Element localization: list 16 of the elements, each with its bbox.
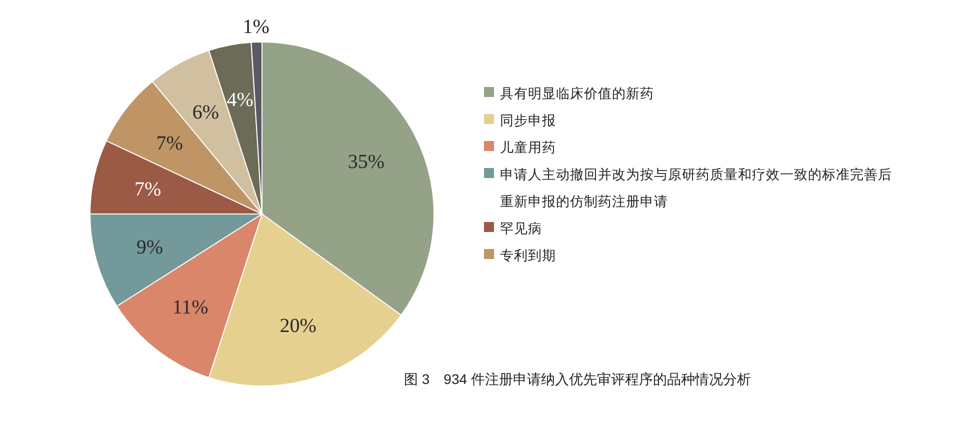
data-label: 35% <box>348 150 385 173</box>
legend-label: 罕见病 <box>500 221 542 236</box>
data-label: 9% <box>136 236 164 259</box>
legend-label: 申请人主动撤回并改为按与原研药质量和疗效一致的标准完善后重新申报的仿制药注册申请 <box>500 166 892 209</box>
caption: 图 3 934 件注册申请纳入优先审评程序的品种情况分析 <box>404 371 751 387</box>
data-label: 20% <box>280 315 316 338</box>
data-label: 1% <box>242 16 270 38</box>
data-label: 4% <box>226 89 254 112</box>
legend-label: 同步申报 <box>500 113 556 128</box>
data-label: 11% <box>172 296 208 318</box>
legend-label: 专利到期 <box>500 248 556 263</box>
data-label: 7% <box>156 132 183 154</box>
data-label: 6% <box>192 102 219 124</box>
data-label: 7% <box>134 178 162 200</box>
legend-label: 具有明显临床价值的新药 <box>500 86 654 101</box>
legend-label: 儿童用药 <box>500 140 556 155</box>
